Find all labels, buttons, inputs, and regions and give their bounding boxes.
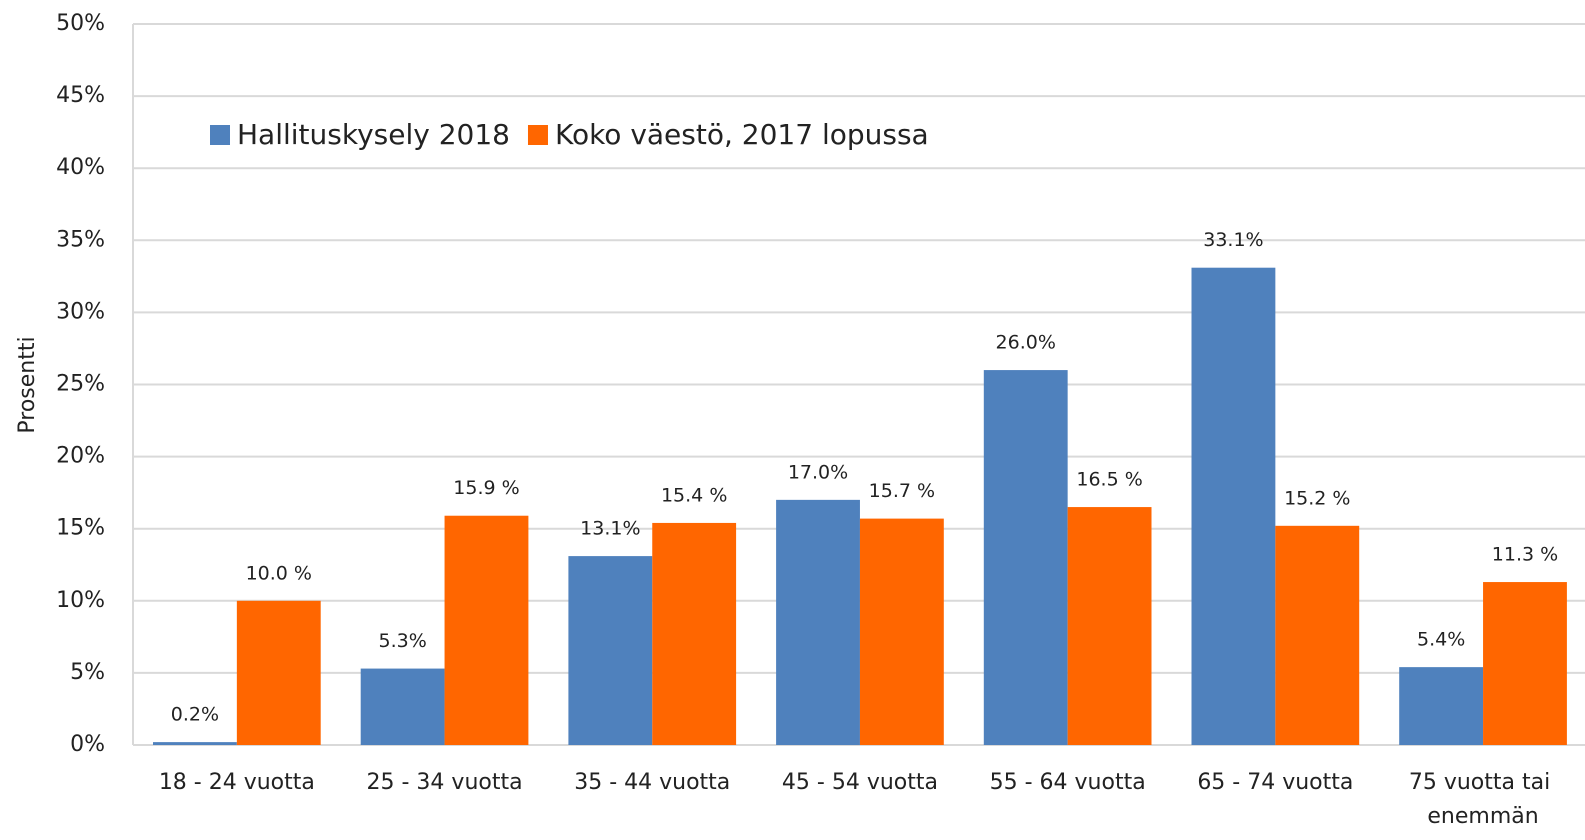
data-label: 5.3% xyxy=(378,630,426,652)
x-tick-label: 18 - 24 vuotta xyxy=(159,770,315,795)
x-tick-label: 75 vuotta tai enemmän xyxy=(1409,770,1557,829)
x-tick-label-line: enemmän xyxy=(1427,804,1538,829)
bar xyxy=(1275,525,1360,745)
bar xyxy=(1067,507,1152,745)
y-tick-label: 20% xyxy=(56,444,105,469)
x-tick-label: 55 - 64 vuotta xyxy=(990,770,1146,795)
legend-label: Hallituskysely 2018 xyxy=(237,118,510,151)
y-tick-label: 10% xyxy=(56,588,105,613)
y-tick-label: 5% xyxy=(70,660,105,685)
legend-label: Koko väestö, 2017 lopussa xyxy=(555,118,929,151)
data-label: 0.2% xyxy=(171,704,219,726)
y-tick-label: 35% xyxy=(56,227,105,252)
data-label: 33.1% xyxy=(1203,229,1263,251)
y-tick-label: 0% xyxy=(70,732,105,757)
bar xyxy=(360,668,445,745)
legend-swatch xyxy=(527,125,548,145)
bar xyxy=(983,370,1068,745)
legend-swatch xyxy=(210,125,230,145)
bar xyxy=(153,742,237,745)
data-label: 15.4 % xyxy=(661,484,727,506)
bar xyxy=(1483,582,1567,745)
bar xyxy=(776,499,860,745)
x-tick-label: 35 - 44 vuotta xyxy=(574,770,730,795)
y-tick-label: 40% xyxy=(56,155,105,180)
data-label: 11.3 % xyxy=(1492,544,1558,566)
data-label: 15.7 % xyxy=(869,480,935,502)
data-label: 16.5 % xyxy=(1076,469,1142,491)
bar xyxy=(568,556,653,745)
bar xyxy=(652,522,737,745)
x-tick-label: 45 - 54 vuotta xyxy=(782,770,938,795)
y-tick-label: 25% xyxy=(56,372,105,397)
bar xyxy=(236,600,321,745)
y-tick-label: 15% xyxy=(56,516,105,541)
bar xyxy=(1399,667,1484,745)
bar xyxy=(859,518,944,745)
data-label: 13.1% xyxy=(580,518,640,540)
x-tick-label: 65 - 74 vuotta xyxy=(1197,770,1353,795)
y-tick-label: 45% xyxy=(56,83,105,108)
x-tick-label: 25 - 34 vuotta xyxy=(367,770,523,795)
data-label: 5.4% xyxy=(1417,629,1465,651)
bar xyxy=(1191,267,1276,745)
y-tick-label: 50% xyxy=(56,11,105,36)
y-axis-title: Prosentti xyxy=(15,336,40,433)
y-tick-label: 30% xyxy=(56,299,105,324)
data-label: 15.2 % xyxy=(1284,487,1350,509)
data-label: 15.9 % xyxy=(453,477,519,499)
data-label: 17.0% xyxy=(788,461,848,483)
data-label: 10.0 % xyxy=(246,562,312,584)
x-tick-label-line: 75 vuotta tai xyxy=(1409,770,1557,795)
data-label: 26.0% xyxy=(996,332,1056,354)
bar xyxy=(444,515,529,745)
